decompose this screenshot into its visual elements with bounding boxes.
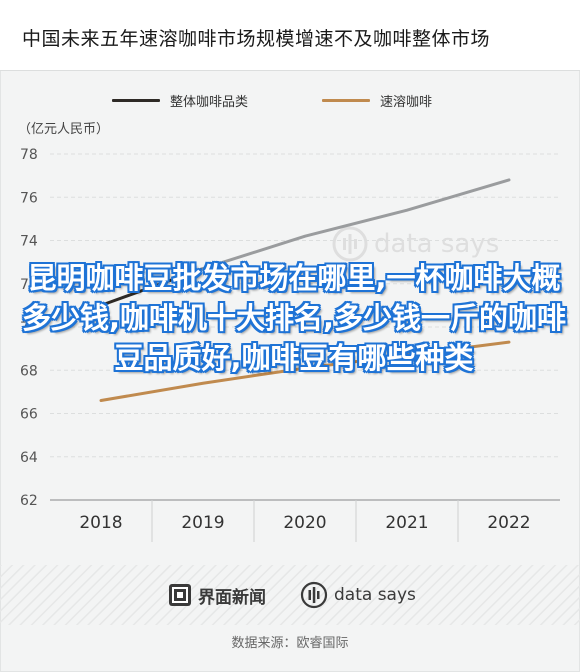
legend-label-instant: 速溶咖啡 bbox=[380, 94, 433, 110]
watermark-text: data says bbox=[374, 229, 500, 259]
y-tick-label: 62 bbox=[20, 493, 38, 509]
series-line-overall-segment-2 bbox=[201, 178, 511, 271]
footer-diagonal-pattern bbox=[0, 565, 580, 625]
series-layer bbox=[99, 178, 511, 403]
y-axis-unit: （亿元人民币） bbox=[18, 122, 110, 137]
brand-datasays-label: data says bbox=[334, 585, 416, 605]
watermark: data says bbox=[332, 226, 499, 262]
footer-strip bbox=[0, 565, 580, 625]
legend-item-instant: 速溶咖啡 bbox=[322, 88, 432, 112]
legend-label-overall: 整体咖啡品类 bbox=[170, 94, 249, 110]
y-tick-label: 74 bbox=[20, 234, 38, 250]
x-tick-label: 2022 bbox=[487, 513, 530, 533]
brand-datasays[interactable]: data says bbox=[300, 578, 416, 612]
datasays-watermark-icon bbox=[332, 226, 368, 262]
chart-title: 中国未来五年速溶咖啡市场规模增速不及咖啡整体市场 bbox=[22, 28, 491, 50]
y-tick-label: 66 bbox=[20, 407, 38, 423]
x-tick-label: 2021 bbox=[385, 513, 428, 533]
brand-jiemian-label: 界面新闻 bbox=[198, 587, 266, 608]
brand-jiemian[interactable]: 界面新闻 bbox=[168, 578, 266, 612]
title-bar: 中国未来五年速溶咖啡市场规模增速不及咖啡整体市场 bbox=[0, 0, 580, 71]
overlay-headline: 昆明咖啡豆批发市场在哪里,一杯咖啡大概多少钱,咖啡机十大排名,多少钱一斤的咖啡豆… bbox=[21, 261, 567, 375]
y-tick-label: 78 bbox=[20, 147, 38, 163]
y-tick-label: 72 bbox=[20, 277, 38, 293]
x-tick-label: 2020 bbox=[283, 513, 326, 533]
series-line-overall-segment-1 bbox=[99, 267, 205, 307]
x-tick-label: 2018 bbox=[79, 513, 122, 533]
y-tick-label: 68 bbox=[20, 363, 38, 379]
legend-swatch-instant bbox=[322, 98, 370, 102]
y-tick-label: 70 bbox=[20, 320, 38, 336]
x-tick-label: 2019 bbox=[181, 513, 224, 533]
y-tick-label: 64 bbox=[20, 450, 38, 466]
legend: 整体咖啡品类 速溶咖啡 bbox=[0, 88, 580, 112]
datasays-logo-icon bbox=[300, 581, 328, 609]
legend-item-overall: 整体咖啡品类 bbox=[112, 88, 248, 112]
y-tick-label: 76 bbox=[20, 190, 38, 206]
data-source: 数据来源：欧睿国际 bbox=[231, 636, 349, 651]
legend-swatch-overall bbox=[112, 98, 160, 102]
axis-layer: 62 64 66 68 70 72 74 76 78 2018 2019 2020 2021 2022 bbox=[20, 147, 531, 542]
grid-layer bbox=[50, 153, 560, 501]
jiemian-logo-icon bbox=[169, 584, 191, 606]
